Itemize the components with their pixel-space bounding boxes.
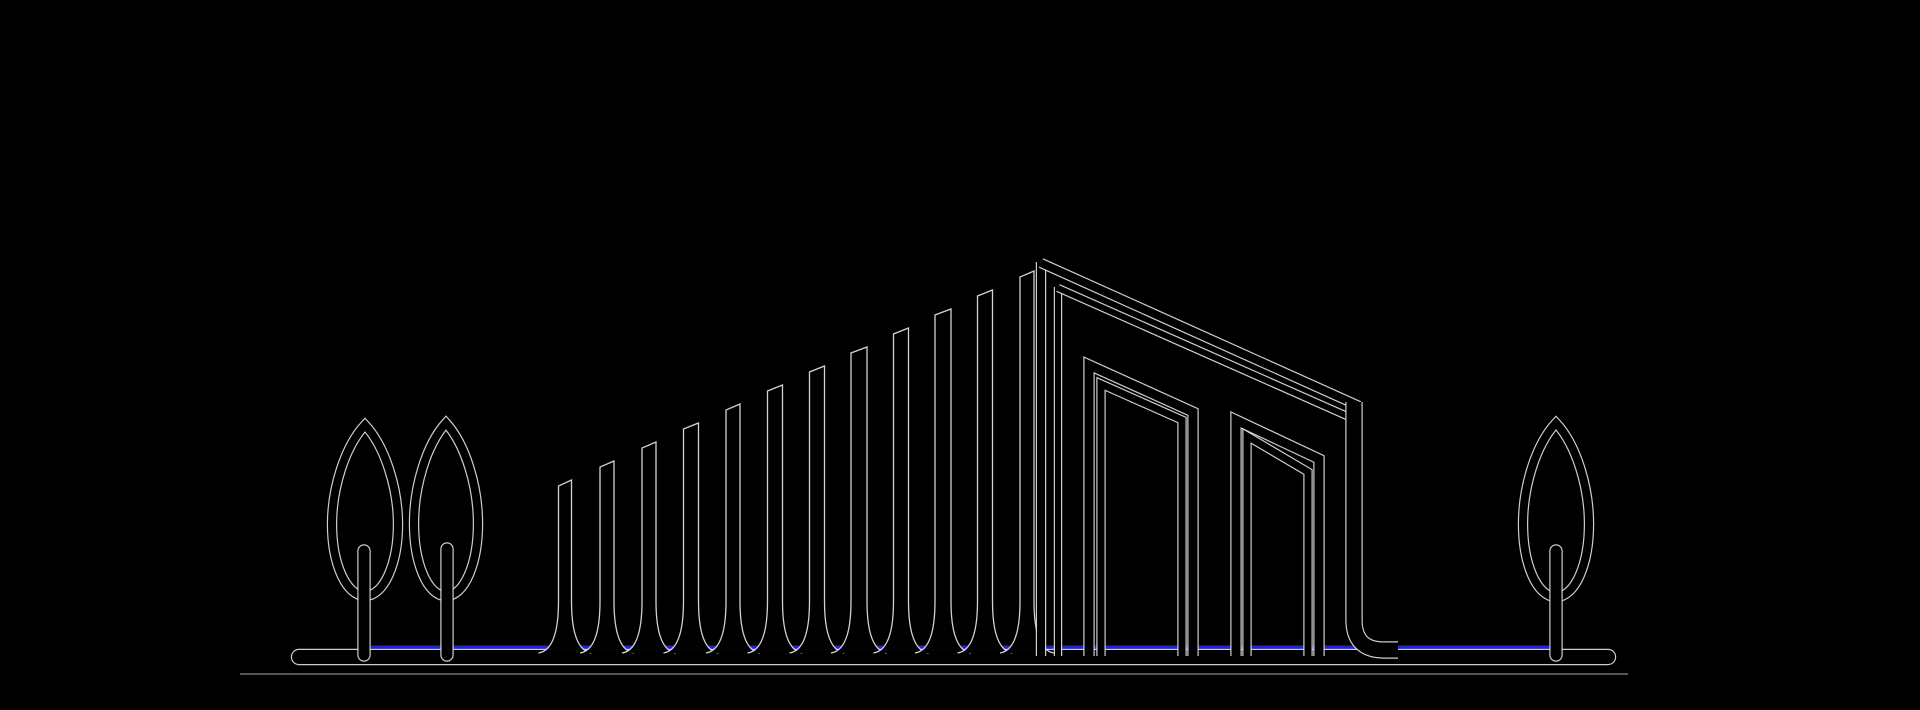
fence-stroke-11: [957, 289, 1013, 654]
fence-stroke-5: [705, 403, 761, 654]
fence-stroke-6: [747, 384, 803, 654]
door-left-outer-frame: [1084, 358, 1198, 656]
fence-stroke-3: [621, 441, 677, 654]
fence-stroke-2: [579, 460, 635, 654]
door-left-inner-frame: [1097, 378, 1186, 656]
door-right-inner-frame: [1243, 429, 1312, 656]
roofline-inner: [1056, 285, 1349, 419]
door-right-outer-frame: [1231, 412, 1324, 656]
fence-stroke-4: [663, 422, 719, 654]
fence-stroke-8: [830, 346, 888, 654]
fence-stroke-9: [873, 327, 929, 654]
fence-stroke-7: [789, 365, 845, 654]
fence-stroke-10: [914, 308, 972, 654]
roofline-outer: [1039, 259, 1361, 410]
fence-stroke-1: [538, 478, 592, 654]
facade-right-wall: [1346, 402, 1398, 658]
